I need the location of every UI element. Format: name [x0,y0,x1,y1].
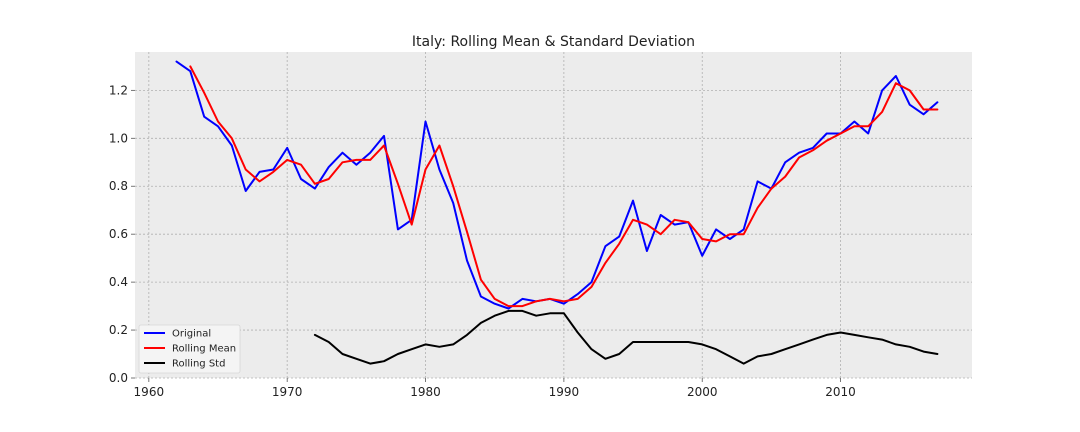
y-tick-label: 1.0 [109,131,128,145]
x-tick-label: 2000 [687,385,718,399]
x-tick-label: 1960 [134,385,165,399]
axes-layer: 1960 1970 1980 1990 2000 2010 0.0 0.2 0.4 0.6 0.8 1… [109,83,856,399]
y-tick-label: 0.0 [109,371,128,385]
y-tick-label: 0.6 [109,227,128,241]
legend-box [138,324,241,374]
y-tick-label: 1.2 [109,83,128,97]
series-line-rolling-mean [189,65,939,308]
x-tick-label: 1990 [549,385,580,399]
series-line-original [175,60,939,310]
series-layer [175,60,939,365]
y-tick-label: 0.4 [109,275,128,289]
legend-label-rolling-mean: Rolling Mean [172,344,236,355]
legend-label-rolling-std: Rolling Std [172,359,225,370]
x-tick-label: 1980 [410,385,441,399]
series-line-rolling-std [313,309,939,365]
y-tick-label: 0.8 [109,179,128,193]
chart-title: Italy: Rolling Mean & Standard Deviation [412,34,695,50]
x-tick-label: 1970 [272,385,303,399]
x-tick-label: 2010 [825,385,856,399]
plot-area [135,52,972,378]
y-tick-label: 0.2 [109,323,128,337]
legend: Original Rolling Mean Rolling Std [138,324,241,374]
legend-label-original: Original [172,329,211,340]
